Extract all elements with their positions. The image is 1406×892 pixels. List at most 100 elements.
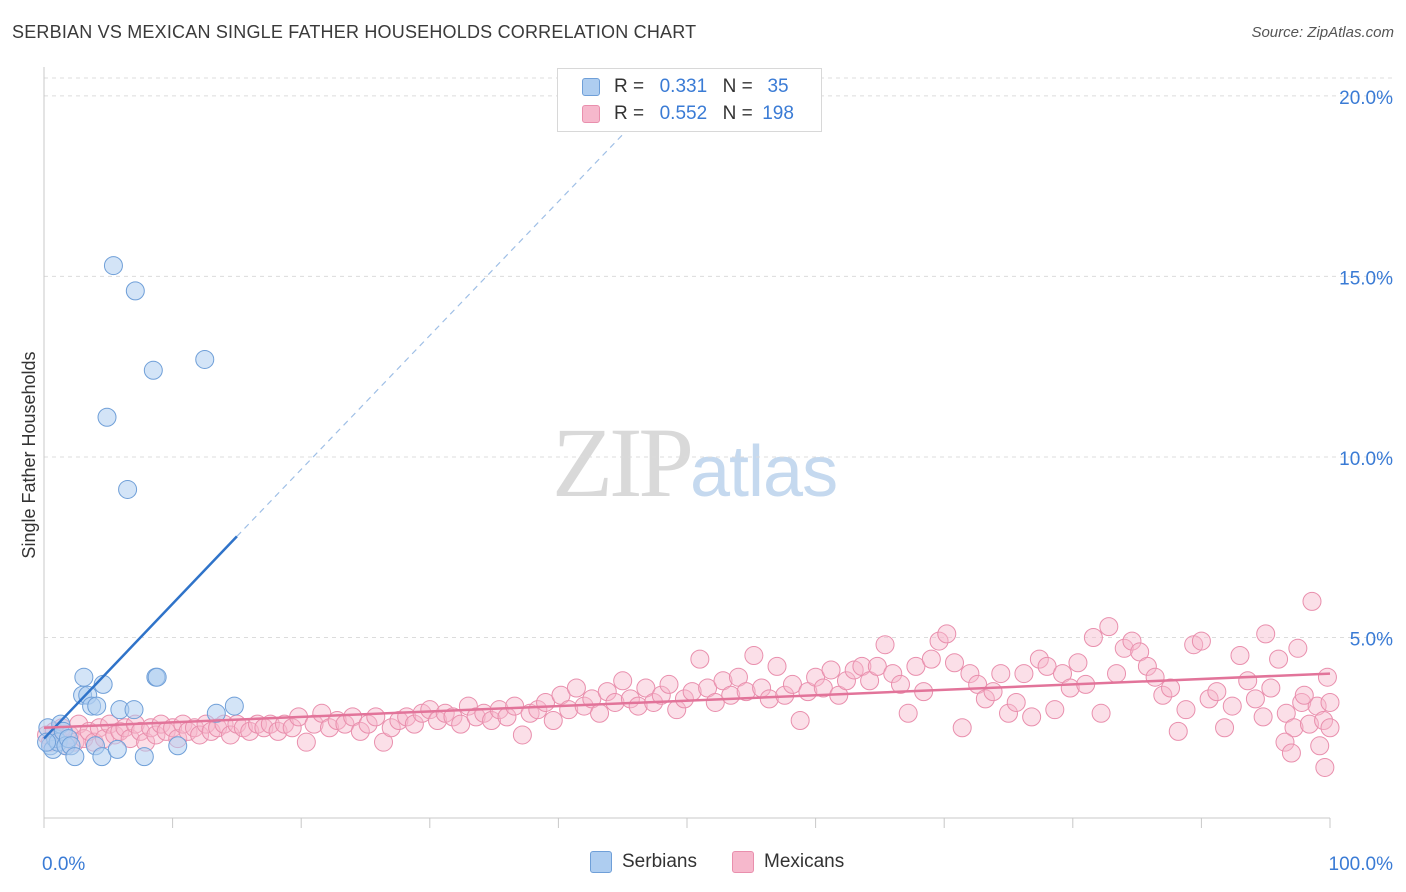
mexican-point	[906, 656, 926, 676]
mexican-point	[999, 703, 1018, 723]
serbian-point	[224, 696, 244, 716]
mexican-point	[1006, 692, 1026, 712]
mexican-point	[1168, 721, 1188, 741]
source-label: Source: ZipAtlas.com	[1251, 24, 1394, 41]
mexican-point	[1153, 685, 1173, 705]
mexican-point	[1320, 718, 1340, 738]
mexican-point	[960, 664, 980, 684]
mexican-point	[813, 678, 833, 698]
mexican-point	[240, 721, 260, 741]
mexican-point	[350, 721, 370, 741]
mexican-swatch	[582, 105, 600, 123]
mexican-point	[1161, 678, 1181, 698]
mexican-point	[120, 729, 140, 749]
y-tick-label: 20.0%	[1339, 88, 1393, 109]
mexican-point	[1060, 678, 1080, 698]
mexican-point	[482, 711, 502, 731]
mexican-point	[1253, 707, 1273, 727]
mexican-point	[1320, 692, 1340, 712]
legend-label-serbians: Serbians	[622, 851, 697, 872]
bottom-legend-mexicans: Mexicans	[732, 851, 844, 873]
mexican-point	[867, 656, 887, 676]
chart-title: SERBIAN VS MEXICAN SINGLE FATHER HOUSEHO…	[12, 22, 697, 42]
mexican-trend-line	[43, 672, 1331, 729]
serbian-point	[97, 407, 117, 427]
mexican-point	[1302, 591, 1322, 611]
mexican-point	[1083, 627, 1103, 647]
legend-r-value: 0.552	[659, 103, 708, 124]
mexican-point	[929, 631, 949, 651]
mexican-point	[1310, 736, 1330, 756]
mexican-point	[937, 624, 957, 644]
mexican-point	[744, 646, 764, 666]
mexican-point	[590, 703, 610, 723]
serbian-point	[87, 696, 107, 716]
mexican-point	[983, 682, 1003, 702]
mexican-point	[1099, 617, 1119, 637]
mexican-point	[1292, 692, 1312, 712]
mexican-point	[1299, 714, 1319, 734]
mexican-point	[806, 667, 826, 687]
mexican-point	[790, 711, 810, 731]
mexican-point	[1068, 653, 1088, 673]
mexican-point	[975, 689, 995, 709]
correlation-legend: R = 0.331 N = 35 R = 0.552 N = 198	[557, 68, 822, 132]
mexican-point	[1114, 638, 1134, 658]
y-tick-label: 5.0%	[1350, 629, 1393, 650]
legend-r-label: R =	[614, 76, 645, 97]
mexican-point	[628, 696, 648, 716]
mexican-point	[705, 692, 725, 712]
mexican-point	[759, 689, 779, 709]
mexican-point	[782, 674, 802, 694]
mexican-point	[1107, 664, 1127, 684]
mexican-point	[767, 656, 787, 676]
mexican-point	[1275, 732, 1295, 752]
mexican-point	[921, 649, 941, 669]
legend-r-value: 0.331	[659, 76, 708, 97]
watermark: ZIPatlas	[552, 405, 838, 520]
mexican-point	[890, 674, 910, 694]
mexican-point	[443, 707, 463, 727]
legend-r-label: R =	[614, 103, 645, 124]
mexican-point	[1215, 718, 1235, 738]
mexican-point	[130, 721, 150, 741]
mexican-point	[1314, 711, 1334, 731]
x-tick-label: 100.0%	[1329, 854, 1394, 875]
mexican-point	[1122, 631, 1142, 651]
x-tick-label: 0.0%	[42, 854, 85, 875]
mexican-point	[420, 700, 440, 720]
mexican-point	[451, 714, 471, 734]
mexican-point	[1045, 700, 1065, 720]
mexican-point	[381, 718, 401, 738]
mexican-point	[898, 703, 918, 723]
y-tick-label: 10.0%	[1339, 449, 1393, 470]
legend-n-value: 198	[762, 103, 794, 124]
mexican-point	[674, 689, 694, 709]
mexican-point	[1207, 682, 1227, 702]
mexican-point	[682, 682, 702, 702]
mexican-point	[1014, 664, 1034, 684]
serbian-point	[92, 747, 112, 767]
watermark-zip: ZIP	[552, 407, 694, 518]
serbian-point	[134, 747, 154, 767]
mexican-point	[1199, 689, 1219, 709]
mexican-point	[944, 653, 964, 673]
serbian-swatch	[590, 851, 612, 873]
mexican-point	[1238, 671, 1258, 691]
mexican-point	[1191, 631, 1211, 651]
mexican-swatch	[732, 851, 754, 873]
legend-row-mexicans: R = 0.552 N = 198	[582, 102, 798, 126]
mexican-point	[559, 700, 579, 720]
mexican-point	[1222, 696, 1242, 716]
mexican-point	[651, 685, 671, 705]
y-axis-title: Single Father Households	[19, 351, 39, 558]
mexican-point	[1281, 743, 1301, 763]
mexican-point	[883, 664, 903, 684]
serbian-point	[206, 703, 226, 723]
mexican-point	[512, 725, 532, 745]
mexican-point	[1230, 646, 1250, 666]
mexican-point	[952, 718, 972, 738]
mexican-point	[1317, 667, 1337, 687]
mexican-point	[836, 671, 856, 691]
